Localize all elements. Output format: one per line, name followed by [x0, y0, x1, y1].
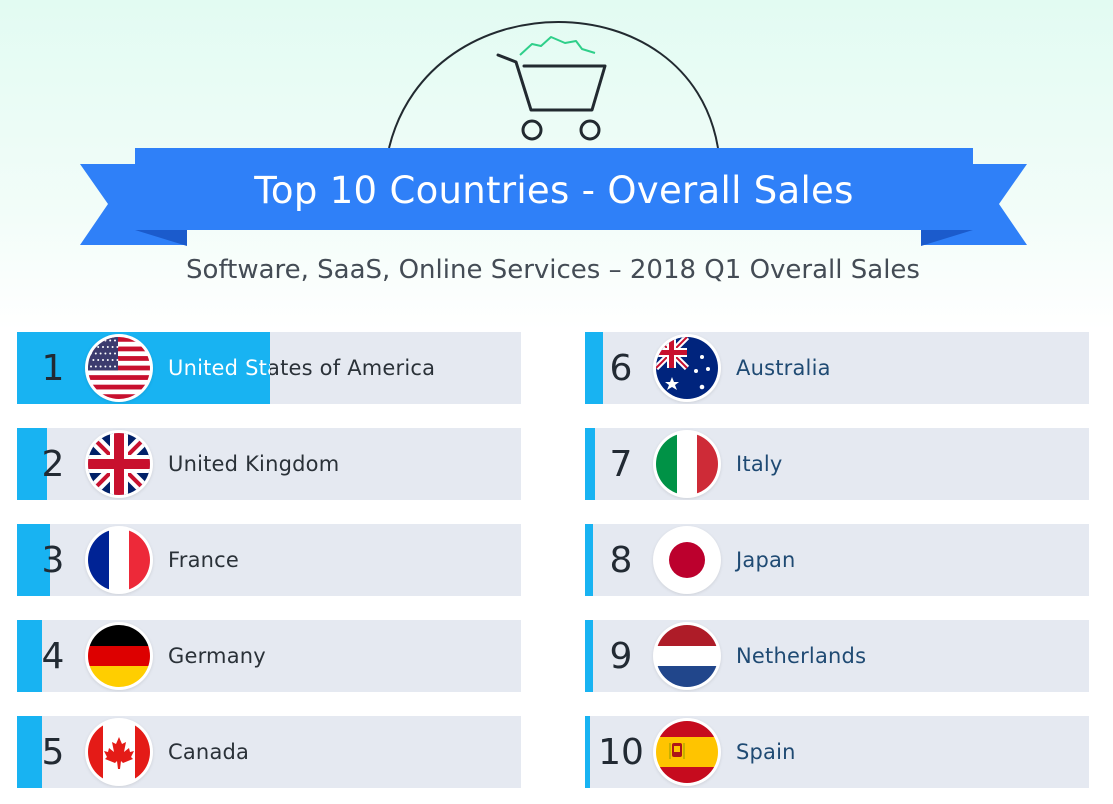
sales-bar-10: [585, 716, 590, 788]
title-ribbon: [80, 148, 1027, 246]
canada-flag-icon: [88, 721, 150, 783]
country-label: Japan: [736, 548, 796, 572]
rank-card-8: 8 Japan: [585, 524, 1089, 596]
rank-card-3: 3 France: [17, 524, 521, 596]
rank-number: 1: [41, 347, 65, 389]
rank-number: 7: [609, 443, 633, 485]
italy-flag-icon: [656, 433, 718, 495]
country-label: Spain: [736, 740, 796, 764]
rank-number: 4: [41, 635, 65, 677]
country-label: United Kingdom: [168, 452, 340, 476]
sales-bar-8: [585, 524, 593, 596]
rank-card-1: 1 United States of America: [17, 332, 521, 404]
us-flag-icon: [88, 337, 150, 399]
arch-outline: [388, 21, 719, 149]
rank-number: 10: [598, 731, 644, 773]
sales-bar-6: [585, 332, 603, 404]
australia-flag-icon: [656, 337, 718, 399]
country-label: Netherlands: [736, 644, 867, 668]
country-label: Italy: [736, 452, 783, 476]
sales-bar-4: [17, 620, 42, 692]
rank-number: 9: [609, 635, 633, 677]
spain-flag-icon: [656, 721, 718, 783]
sales-bar-2: [17, 428, 47, 500]
country-label: France: [168, 548, 240, 572]
japan-flag-icon: [656, 529, 718, 591]
sales-bar-3: [17, 524, 50, 596]
header-graphic: [80, 21, 1027, 246]
rank-card-4: 4 Germany: [17, 620, 521, 692]
country-label: United States of America: [168, 332, 435, 404]
rank-card-5: 5 Canada: [17, 716, 521, 788]
rank-card-2: 2 United Kingdom: [17, 428, 521, 500]
rank-number: 3: [41, 539, 65, 581]
rank-number: 6: [609, 347, 633, 389]
country-label: Canada: [168, 740, 250, 764]
sales-bar-7: [585, 428, 595, 500]
rank-number: 5: [41, 731, 65, 773]
sales-bar-9: [585, 620, 593, 692]
netherlands-flag-icon: [656, 625, 718, 687]
rank-card-10: 10 Spain: [585, 716, 1089, 788]
uk-flag-icon: [88, 433, 150, 495]
shopping-cart-icon: [496, 36, 607, 141]
chart-subtitle: Software, SaaS, Online Services – 2018 Q…: [186, 255, 920, 285]
germany-flag-icon: [88, 625, 150, 687]
chart-title: Top 10 Countries - Overall Sales: [254, 168, 854, 212]
france-flag-icon: [88, 529, 150, 591]
rank-card-6: 6 Australia: [585, 332, 1089, 404]
rank-card-7: 7 Italy: [585, 428, 1089, 500]
rank-number: 2: [41, 443, 65, 485]
country-label: Australia: [736, 356, 831, 380]
country-label: Germany: [168, 644, 266, 668]
sales-bar-5: [17, 716, 42, 788]
rank-number: 8: [609, 539, 633, 581]
rank-card-9: 9 Netherlands: [585, 620, 1089, 692]
